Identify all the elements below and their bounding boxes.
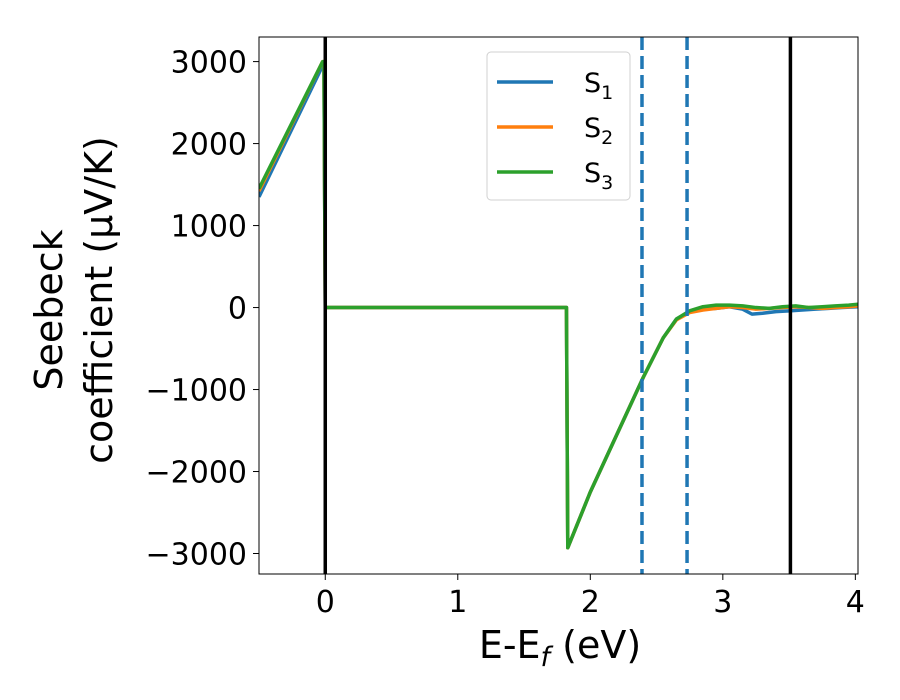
y-tick-label: −2000 (146, 456, 247, 491)
y-tick-label: 0 (228, 292, 247, 327)
x-tick-label: 4 (846, 585, 865, 620)
x-tick-label: 2 (581, 585, 600, 620)
y-tick-label: 1000 (171, 210, 247, 245)
legend-label-s1: S1 (584, 68, 613, 104)
legend: S1 S2 S3 (486, 51, 631, 201)
y-tick-label: −3000 (146, 538, 247, 573)
reference-lines (323, 37, 793, 574)
y-tick-label: 3000 (171, 46, 247, 81)
x-axis-label: E-Ef (eV) (479, 623, 641, 673)
legend-label-s2: S2 (584, 113, 613, 149)
x-axis-ticks: 0 1 2 3 4 (316, 574, 865, 620)
x-tick-label: 3 (713, 585, 732, 620)
plot-frame (258, 36, 859, 575)
series-line-s3 (259, 59, 858, 550)
y-tick-label: −1000 (146, 374, 247, 409)
y-axis-ticks: −3000 −2000 −1000 0 1000 2000 3000 (146, 46, 259, 573)
legend-frame (486, 51, 631, 201)
legend-label-s3: S3 (584, 158, 613, 194)
y-tick-label: 2000 (171, 128, 247, 163)
y-axis-label-line2: coefficient (μV/K) (77, 136, 121, 464)
y-axis-label-line1: Seebeck (27, 229, 71, 390)
x-tick-label: 1 (448, 585, 467, 620)
x-tick-label: 0 (316, 585, 335, 620)
data-lines (259, 59, 858, 550)
